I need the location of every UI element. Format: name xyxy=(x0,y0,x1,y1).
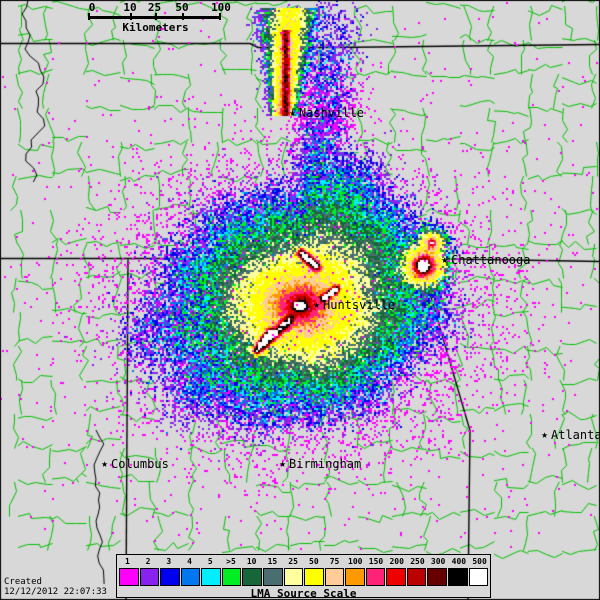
legend-title: LMA Source Scale xyxy=(250,587,357,600)
created-label: Created xyxy=(4,577,42,587)
legend-label-50: 50 xyxy=(309,557,319,566)
legend-swatch-10[interactable] xyxy=(242,568,262,586)
scale-notch xyxy=(130,13,133,20)
legend-swatch-400[interactable] xyxy=(448,568,468,586)
legend-label-200: 200 xyxy=(389,557,404,566)
scale-bar-ticks: 0 10 25 50 100 xyxy=(88,1,231,15)
legend-label-5: 5 xyxy=(207,557,213,566)
legend-label-100: 100 xyxy=(348,557,363,566)
legend-swatch-75[interactable] xyxy=(324,568,345,586)
star-marker-icon: ★ xyxy=(541,428,548,441)
legend-label-3: 3 xyxy=(166,557,172,566)
scale-tick-label-100: 100 xyxy=(211,1,231,14)
star-marker-icon: ★ xyxy=(441,253,448,266)
scale-notch xyxy=(182,13,185,20)
city-label: Columbus xyxy=(111,457,169,471)
legend-swatch-50[interactable] xyxy=(304,568,324,586)
legend-swatch-gt5[interactable] xyxy=(221,568,242,586)
star-marker-icon: ★ xyxy=(289,106,296,119)
created-timestamp: 12/12/2012 22:07:33 xyxy=(4,587,107,597)
scale-notch xyxy=(88,13,90,20)
legend-label-25: 25 xyxy=(288,557,298,566)
legend-swatch-200[interactable] xyxy=(386,568,406,586)
scale-notch xyxy=(219,13,221,20)
legend-label-gt5: >5 xyxy=(226,557,236,566)
legend-label-400: 400 xyxy=(451,557,467,566)
legend-swatch-25[interactable] xyxy=(283,568,304,586)
legend-swatch-4[interactable] xyxy=(180,568,201,586)
created-stamp: Created 12/12/2012 22:07:33 xyxy=(4,577,107,597)
legend-labels: 1 2 3 4 5 >5 10 15 25 50 75 100 150 200 250 300 400 500 xyxy=(117,556,490,568)
legend-swatch-2[interactable] xyxy=(139,568,160,586)
scale-tick-label-50: 50 xyxy=(175,1,189,14)
city-label: Chattanooga xyxy=(451,253,531,267)
legend-swatch-500[interactable] xyxy=(468,568,489,586)
legend-label-250: 250 xyxy=(410,557,425,566)
legend-label-4: 4 xyxy=(187,557,192,566)
legend-swatch-15[interactable] xyxy=(262,568,283,586)
star-marker-icon: ★ xyxy=(279,457,286,470)
legend-swatches xyxy=(119,568,489,586)
legend-label-150: 150 xyxy=(368,557,384,566)
scale-bar-units-label: Kilometers xyxy=(122,21,189,34)
legend-label-15: 15 xyxy=(267,557,278,566)
scale-bar: 0 10 25 50 100 Kilometers xyxy=(88,1,231,34)
legend-swatch-250[interactable] xyxy=(406,568,427,586)
scale-tick-label-0: 0 xyxy=(88,1,96,14)
legend-label-300: 300 xyxy=(430,557,446,566)
star-marker-icon: ★ xyxy=(313,298,320,311)
legend-swatch-1[interactable] xyxy=(119,568,139,586)
city-label: Birmingham xyxy=(289,457,362,471)
legend-swatch-150[interactable] xyxy=(365,568,386,586)
legend-swatch-3[interactable] xyxy=(160,568,180,586)
scale-tick-label-10: 10 xyxy=(123,1,137,14)
scale-tick-label-25: 25 xyxy=(147,1,162,14)
legend-label-500: 500 xyxy=(472,557,487,566)
city-label: Nashville xyxy=(299,106,365,120)
city-label: Atlanta xyxy=(551,428,600,442)
city-label: Huntsville xyxy=(323,298,396,312)
scale-notch xyxy=(154,13,157,20)
legend-label-75: 75 xyxy=(329,557,340,566)
legend-swatch-300[interactable] xyxy=(427,568,447,586)
legend-swatch-100[interactable] xyxy=(345,568,365,586)
legend-swatch-5[interactable] xyxy=(201,568,221,586)
legend-panel: 1 2 3 4 5 >5 10 15 25 50 75 100 150 200 250 300 400 500 L… xyxy=(116,554,491,600)
legend-label-1: 1 xyxy=(124,557,130,566)
legend-label-2: 2 xyxy=(145,557,151,566)
star-marker-icon: ★ xyxy=(101,457,108,470)
legend-label-10: 10 xyxy=(246,557,257,566)
